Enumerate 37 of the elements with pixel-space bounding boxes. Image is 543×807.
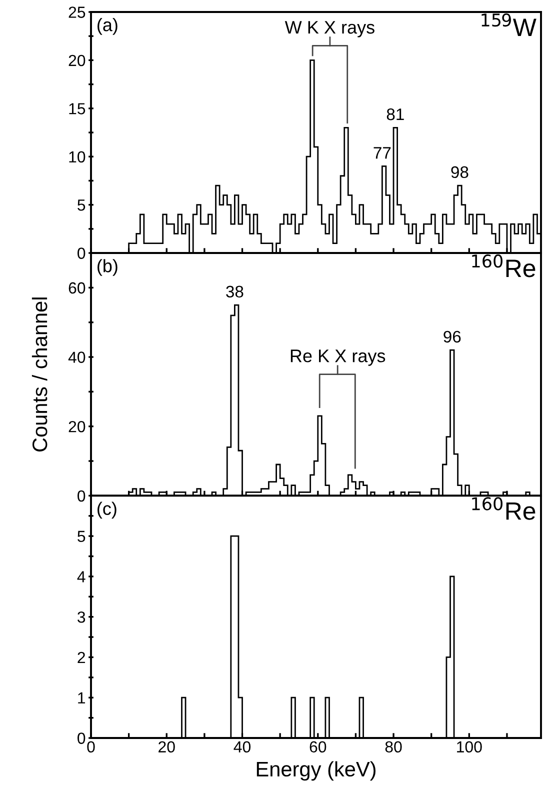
y-tick-label: 60 (68, 282, 86, 294)
y-tick-label: 0 (78, 490, 86, 502)
annotation: $^{160}$Re (472, 497, 536, 520)
y-tick-label: 3 (78, 611, 86, 623)
y-tick-label: 15 (69, 103, 86, 114)
y-tick-label: 2 (78, 652, 85, 664)
y-tick-label: 1 (78, 692, 86, 704)
y-tick-label: 4 (77, 571, 86, 582)
y-tick-label: 0 (78, 248, 86, 259)
y-tick-label: 10 (69, 151, 86, 163)
y-tick-label: 25 (68, 6, 86, 18)
x-tick-label: 40 (234, 741, 251, 753)
x-tick-label: 60 (310, 741, 326, 753)
annotation: (a) (98, 18, 118, 35)
x-axis-title: Energy (keV) (256, 761, 376, 781)
x-tick-label: 100 (457, 741, 482, 753)
annotation: $^{160}$Re (472, 254, 536, 278)
y-axis-title: Counts / channel (32, 298, 48, 452)
y-tick-label: 20 (68, 54, 86, 66)
annotation: 38 (226, 286, 244, 298)
annotation: 77 (374, 147, 391, 159)
annotation: 96 (444, 330, 461, 343)
x-tick-label: 20 (158, 741, 175, 753)
y-tick-label: 5 (78, 200, 86, 211)
annotation: $^{159}$W (482, 13, 536, 36)
annotation: 81 (386, 108, 404, 120)
y-tick-label: 0 (78, 732, 86, 744)
y-tick-label: 20 (68, 420, 86, 432)
annotation: W K X rays (284, 21, 374, 38)
y-tick-label: 5 (78, 530, 86, 542)
y-tick-label: 40 (68, 352, 86, 363)
annotation: (c) (98, 502, 116, 519)
annotation: Re K X rays (290, 350, 386, 366)
x-tick-label: 80 (385, 741, 402, 753)
annotation: (b) (98, 259, 118, 276)
x-tick-label: 0 (87, 741, 95, 753)
annotation: 98 (451, 166, 468, 178)
